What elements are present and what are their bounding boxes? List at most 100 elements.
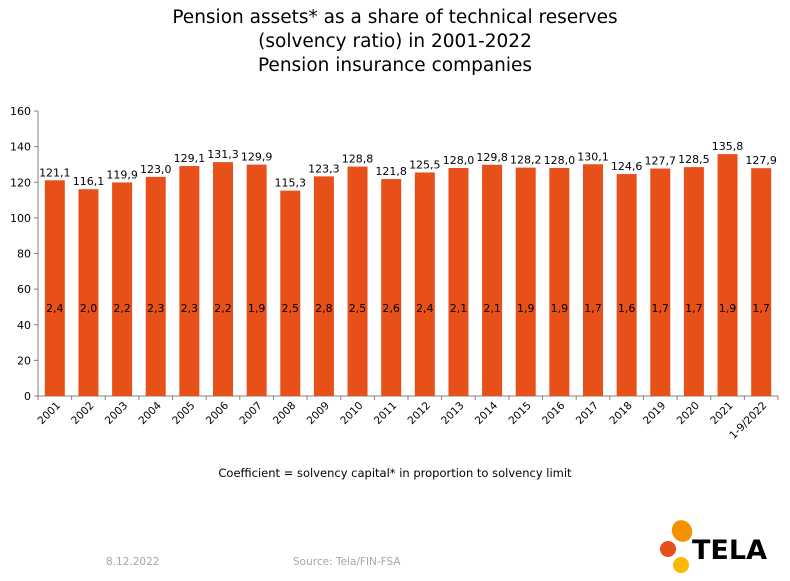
x-tick-label: 2003 [103,400,130,427]
data-label: 123,0 [140,163,172,176]
bar [448,168,469,396]
x-tick-label: 2021 [708,400,735,427]
y-tick-label: 40 [17,319,31,332]
bar [145,176,166,396]
y-tick-label: 120 [10,176,31,189]
x-tick-label: 2008 [271,400,298,427]
x-tick-label: 2002 [69,400,96,427]
bar [112,182,133,396]
data-label: 124,6 [611,160,643,173]
bar [549,168,570,396]
bar [414,172,435,396]
data-label: 116,1 [73,175,105,188]
chart-caption: Coefficient = solvency capital* in propo… [218,466,572,480]
coefficient-label: 2,6 [382,302,400,315]
coefficient-label: 1,6 [618,302,636,315]
x-tick-label: 2018 [607,400,634,427]
x-tick-label: 2009 [305,400,332,427]
bar [246,164,267,396]
data-label: 128,0 [443,154,475,167]
bar [482,164,503,396]
x-tick-label: 2005 [170,400,197,427]
bar [44,180,65,396]
data-label: 128,0 [544,154,576,167]
bar [616,174,637,396]
coefficient-label: 2,3 [147,302,165,315]
footer-date: 8.12.2022 [106,556,160,568]
coefficient-label: 1,9 [248,302,266,315]
data-label: 115,3 [275,177,307,190]
chart-title-line-1: Pension assets* as a share of technical … [172,7,618,28]
y-tick-label: 80 [17,248,31,261]
x-tick-label: 2015 [506,400,533,427]
coefficient-label: 2,4 [416,302,434,315]
x-tick-label: 2001 [36,400,63,427]
coefficient-label: 1,7 [584,302,602,315]
x-tick-label: 2012 [406,400,433,427]
bar [313,176,334,396]
coefficient-label: 2,3 [181,302,199,315]
tela-logo-text: TELA [692,535,767,566]
chart-title-line-3: Pension insurance companies [257,55,533,76]
bar [78,189,99,396]
x-tick-label: 2016 [540,399,568,427]
y-tick-label: 160 [10,105,31,118]
coefficient-label: 2,1 [450,302,468,315]
bar [515,167,536,396]
chart-bars [44,154,772,396]
coefficient-label: 1,9 [517,302,535,315]
tela-logo: TELA [656,519,767,575]
data-label: 125,5 [409,158,441,171]
data-label: 129,1 [174,152,206,165]
coefficient-label: 2,5 [349,302,367,315]
coefficient-label: 2,1 [483,302,501,315]
coefficient-label: 1,9 [551,302,569,315]
bar [213,162,233,396]
data-label: 128,8 [342,153,374,166]
chart-title: Pension assets* as a share of technical … [0,6,790,78]
coefficient-label: 2,2 [113,302,131,315]
bar [751,168,772,396]
y-tick-label: 140 [10,141,31,154]
coefficient-label: 2,0 [80,302,98,315]
coefficient-label: 2,4 [46,302,64,315]
coefficient-label: 2,2 [214,302,232,315]
x-tick-label: 2006 [204,399,232,427]
coefficient-label: 1,7 [652,302,670,315]
data-label: 128,5 [678,153,710,166]
coefficient-label: 1,9 [719,302,737,315]
x-tick-label: 2013 [439,400,466,427]
bar [583,164,603,396]
y-tick-label: 60 [17,283,31,296]
coefficient-label: 2,5 [282,302,300,315]
bar [650,168,671,396]
tela-logo-mark [660,520,693,573]
bar [683,167,704,396]
x-tick-label: 2010 [338,400,365,427]
x-tick-label: 2004 [136,399,164,427]
coefficient-label: 1,7 [685,302,703,315]
data-label: 128,2 [510,154,542,167]
y-tick-label: 100 [10,212,31,225]
chart-title-line-2: (solvency ratio) in 2001-2022 [258,31,532,52]
x-tick-label: 2007 [237,400,264,427]
bar [717,154,738,396]
x-tick-label: 2019 [641,400,668,427]
data-label: 129,9 [241,151,273,164]
footer-source: Source: Tela/FIN-FSA [293,556,401,568]
x-tick-label: 2011 [372,400,399,427]
data-label: 135,8 [712,140,744,153]
data-label: 131,3 [207,148,239,161]
bar-chart: 0 20 40 60 80 100 120 140 160 121,1 2,4 2001 116,1 2… [10,105,779,442]
bar [347,166,368,396]
coefficient-label: 2,8 [315,302,333,315]
data-label: 129,8 [476,151,508,164]
bar [179,166,200,396]
data-label: 130,1 [577,150,609,163]
data-label: 119,9 [106,168,138,181]
data-label: 121,1 [39,166,71,179]
bar [381,179,402,396]
x-tick-label: 1-9/2022 [727,400,769,442]
data-label: 123,3 [308,162,340,175]
coefficient-label: 1,7 [752,302,770,315]
